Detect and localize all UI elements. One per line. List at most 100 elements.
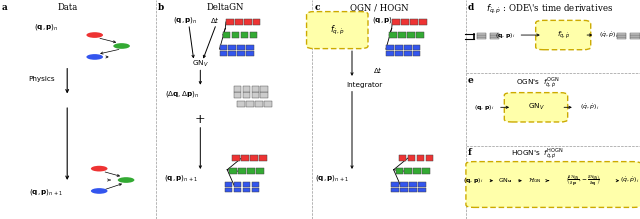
Bar bbox=[237, 101, 245, 107]
Text: Data: Data bbox=[57, 3, 77, 12]
Bar bbox=[409, 187, 417, 193]
Bar bbox=[391, 182, 399, 187]
Bar bbox=[241, 155, 249, 161]
Bar bbox=[246, 51, 254, 56]
Bar bbox=[241, 32, 248, 38]
Bar bbox=[252, 187, 259, 193]
Bar bbox=[389, 32, 397, 38]
Bar bbox=[392, 19, 400, 25]
Bar bbox=[260, 86, 268, 92]
Circle shape bbox=[86, 32, 103, 38]
Bar bbox=[413, 45, 420, 50]
Bar bbox=[238, 168, 246, 174]
Circle shape bbox=[91, 166, 108, 171]
Bar bbox=[386, 45, 394, 50]
Text: DeltaGN: DeltaGN bbox=[207, 3, 244, 12]
Text: e: e bbox=[468, 76, 474, 85]
Bar bbox=[417, 155, 424, 161]
Text: a: a bbox=[2, 3, 8, 12]
Bar bbox=[252, 92, 259, 98]
Bar bbox=[490, 35, 499, 37]
Text: Integrator: Integrator bbox=[347, 82, 383, 88]
Bar bbox=[237, 51, 245, 56]
FancyBboxPatch shape bbox=[504, 93, 568, 122]
FancyBboxPatch shape bbox=[466, 162, 640, 207]
Text: $\mathrm{GN}_V$: $\mathrm{GN}_V$ bbox=[528, 102, 545, 112]
Circle shape bbox=[86, 54, 103, 60]
Bar bbox=[490, 37, 499, 39]
Text: $\Delta t$: $\Delta t$ bbox=[372, 65, 383, 75]
Bar bbox=[228, 51, 236, 56]
Bar bbox=[252, 86, 259, 92]
Bar bbox=[630, 37, 639, 39]
Bar bbox=[220, 51, 227, 56]
Text: $(\mathbf{q},\mathbf{p})_n$: $(\mathbf{q},\mathbf{p})_n$ bbox=[372, 15, 396, 25]
Bar bbox=[413, 51, 420, 56]
Bar bbox=[401, 19, 409, 25]
Bar bbox=[477, 35, 486, 37]
Text: $(\dot{q},\dot{p})_i$: $(\dot{q},\dot{p})_i$ bbox=[580, 102, 600, 112]
Text: Physics: Physics bbox=[28, 76, 55, 82]
Bar bbox=[617, 33, 626, 35]
Bar bbox=[399, 155, 406, 161]
Bar bbox=[246, 45, 254, 50]
Bar bbox=[225, 182, 232, 187]
Text: +: + bbox=[195, 113, 205, 126]
Bar bbox=[232, 155, 240, 161]
Bar bbox=[234, 187, 241, 193]
Text: $(\Delta\mathbf{q},\Delta\mathbf{p})_n$: $(\Delta\mathbf{q},\Delta\mathbf{p})_n$ bbox=[165, 89, 200, 99]
Bar bbox=[400, 187, 408, 193]
Bar bbox=[226, 19, 234, 25]
Bar bbox=[234, 92, 241, 98]
Bar bbox=[477, 37, 486, 39]
Bar bbox=[243, 187, 250, 193]
Bar bbox=[418, 187, 426, 193]
Bar bbox=[400, 182, 408, 187]
Bar bbox=[246, 101, 254, 107]
Bar bbox=[250, 32, 257, 38]
Text: $(\mathbf{q},\mathbf{p})_n$: $(\mathbf{q},\mathbf{p})_n$ bbox=[34, 22, 58, 32]
Circle shape bbox=[113, 43, 130, 49]
Bar bbox=[250, 155, 258, 161]
Bar bbox=[256, 168, 264, 174]
FancyBboxPatch shape bbox=[536, 20, 591, 50]
Text: $\mathrm{GN}_\mathbf{u}$: $\mathrm{GN}_\mathbf{u}$ bbox=[499, 176, 513, 185]
Bar bbox=[252, 182, 259, 187]
Bar bbox=[395, 51, 403, 56]
Text: $\mathrm{GN}_V$: $\mathrm{GN}_V$ bbox=[192, 59, 209, 69]
Bar bbox=[408, 155, 415, 161]
Bar bbox=[247, 168, 255, 174]
Text: OGN / HOGN: OGN / HOGN bbox=[349, 3, 408, 12]
Text: $(\mathbf{q},\mathbf{p})_i$: $(\mathbf{q},\mathbf{p})_i$ bbox=[474, 103, 495, 112]
Text: $(\mathbf{q},\mathbf{p})_{n+1}$: $(\mathbf{q},\mathbf{p})_{n+1}$ bbox=[29, 187, 63, 197]
Bar bbox=[220, 45, 227, 50]
Bar bbox=[422, 168, 430, 174]
Bar bbox=[264, 101, 272, 107]
Bar bbox=[237, 45, 245, 50]
Bar bbox=[229, 168, 237, 174]
Text: $\Delta t$: $\Delta t$ bbox=[210, 15, 220, 25]
Bar bbox=[419, 19, 427, 25]
Text: c: c bbox=[314, 3, 320, 12]
Text: $(\dot{q},\dot{p})_i$: $(\dot{q},\dot{p})_i$ bbox=[599, 30, 618, 40]
Bar bbox=[395, 45, 403, 50]
FancyBboxPatch shape bbox=[307, 12, 368, 49]
Bar bbox=[225, 187, 232, 193]
Bar bbox=[391, 187, 399, 193]
Text: OGN's  $f_{\dot{q},\dot{p}}^{\mathrm{OGN}}$: OGN's $f_{\dot{q},\dot{p}}^{\mathrm{OGN}… bbox=[516, 76, 559, 91]
Bar bbox=[244, 19, 252, 25]
Bar bbox=[235, 19, 243, 25]
Text: d: d bbox=[468, 3, 474, 12]
Text: $\mathcal{H}_{\mathrm{GN}}$: $\mathcal{H}_{\mathrm{GN}}$ bbox=[528, 176, 541, 185]
Bar bbox=[413, 168, 421, 174]
Bar bbox=[630, 35, 639, 37]
Text: b: b bbox=[158, 3, 164, 12]
Text: $(\mathbf{q},\mathbf{p})_i$: $(\mathbf{q},\mathbf{p})_i$ bbox=[463, 176, 484, 185]
Text: $(\mathbf{q},\mathbf{p})_{n+1}$: $(\mathbf{q},\mathbf{p})_{n+1}$ bbox=[315, 173, 349, 184]
Text: HOGN's  $f_{\dot{q},\dot{p}}^{\mathrm{HOGN}}$: HOGN's $f_{\dot{q},\dot{p}}^{\mathrm{HOG… bbox=[511, 147, 564, 162]
Bar bbox=[232, 32, 239, 38]
Bar bbox=[243, 92, 250, 98]
Bar bbox=[228, 45, 236, 50]
Bar bbox=[630, 33, 639, 35]
Bar bbox=[617, 37, 626, 39]
